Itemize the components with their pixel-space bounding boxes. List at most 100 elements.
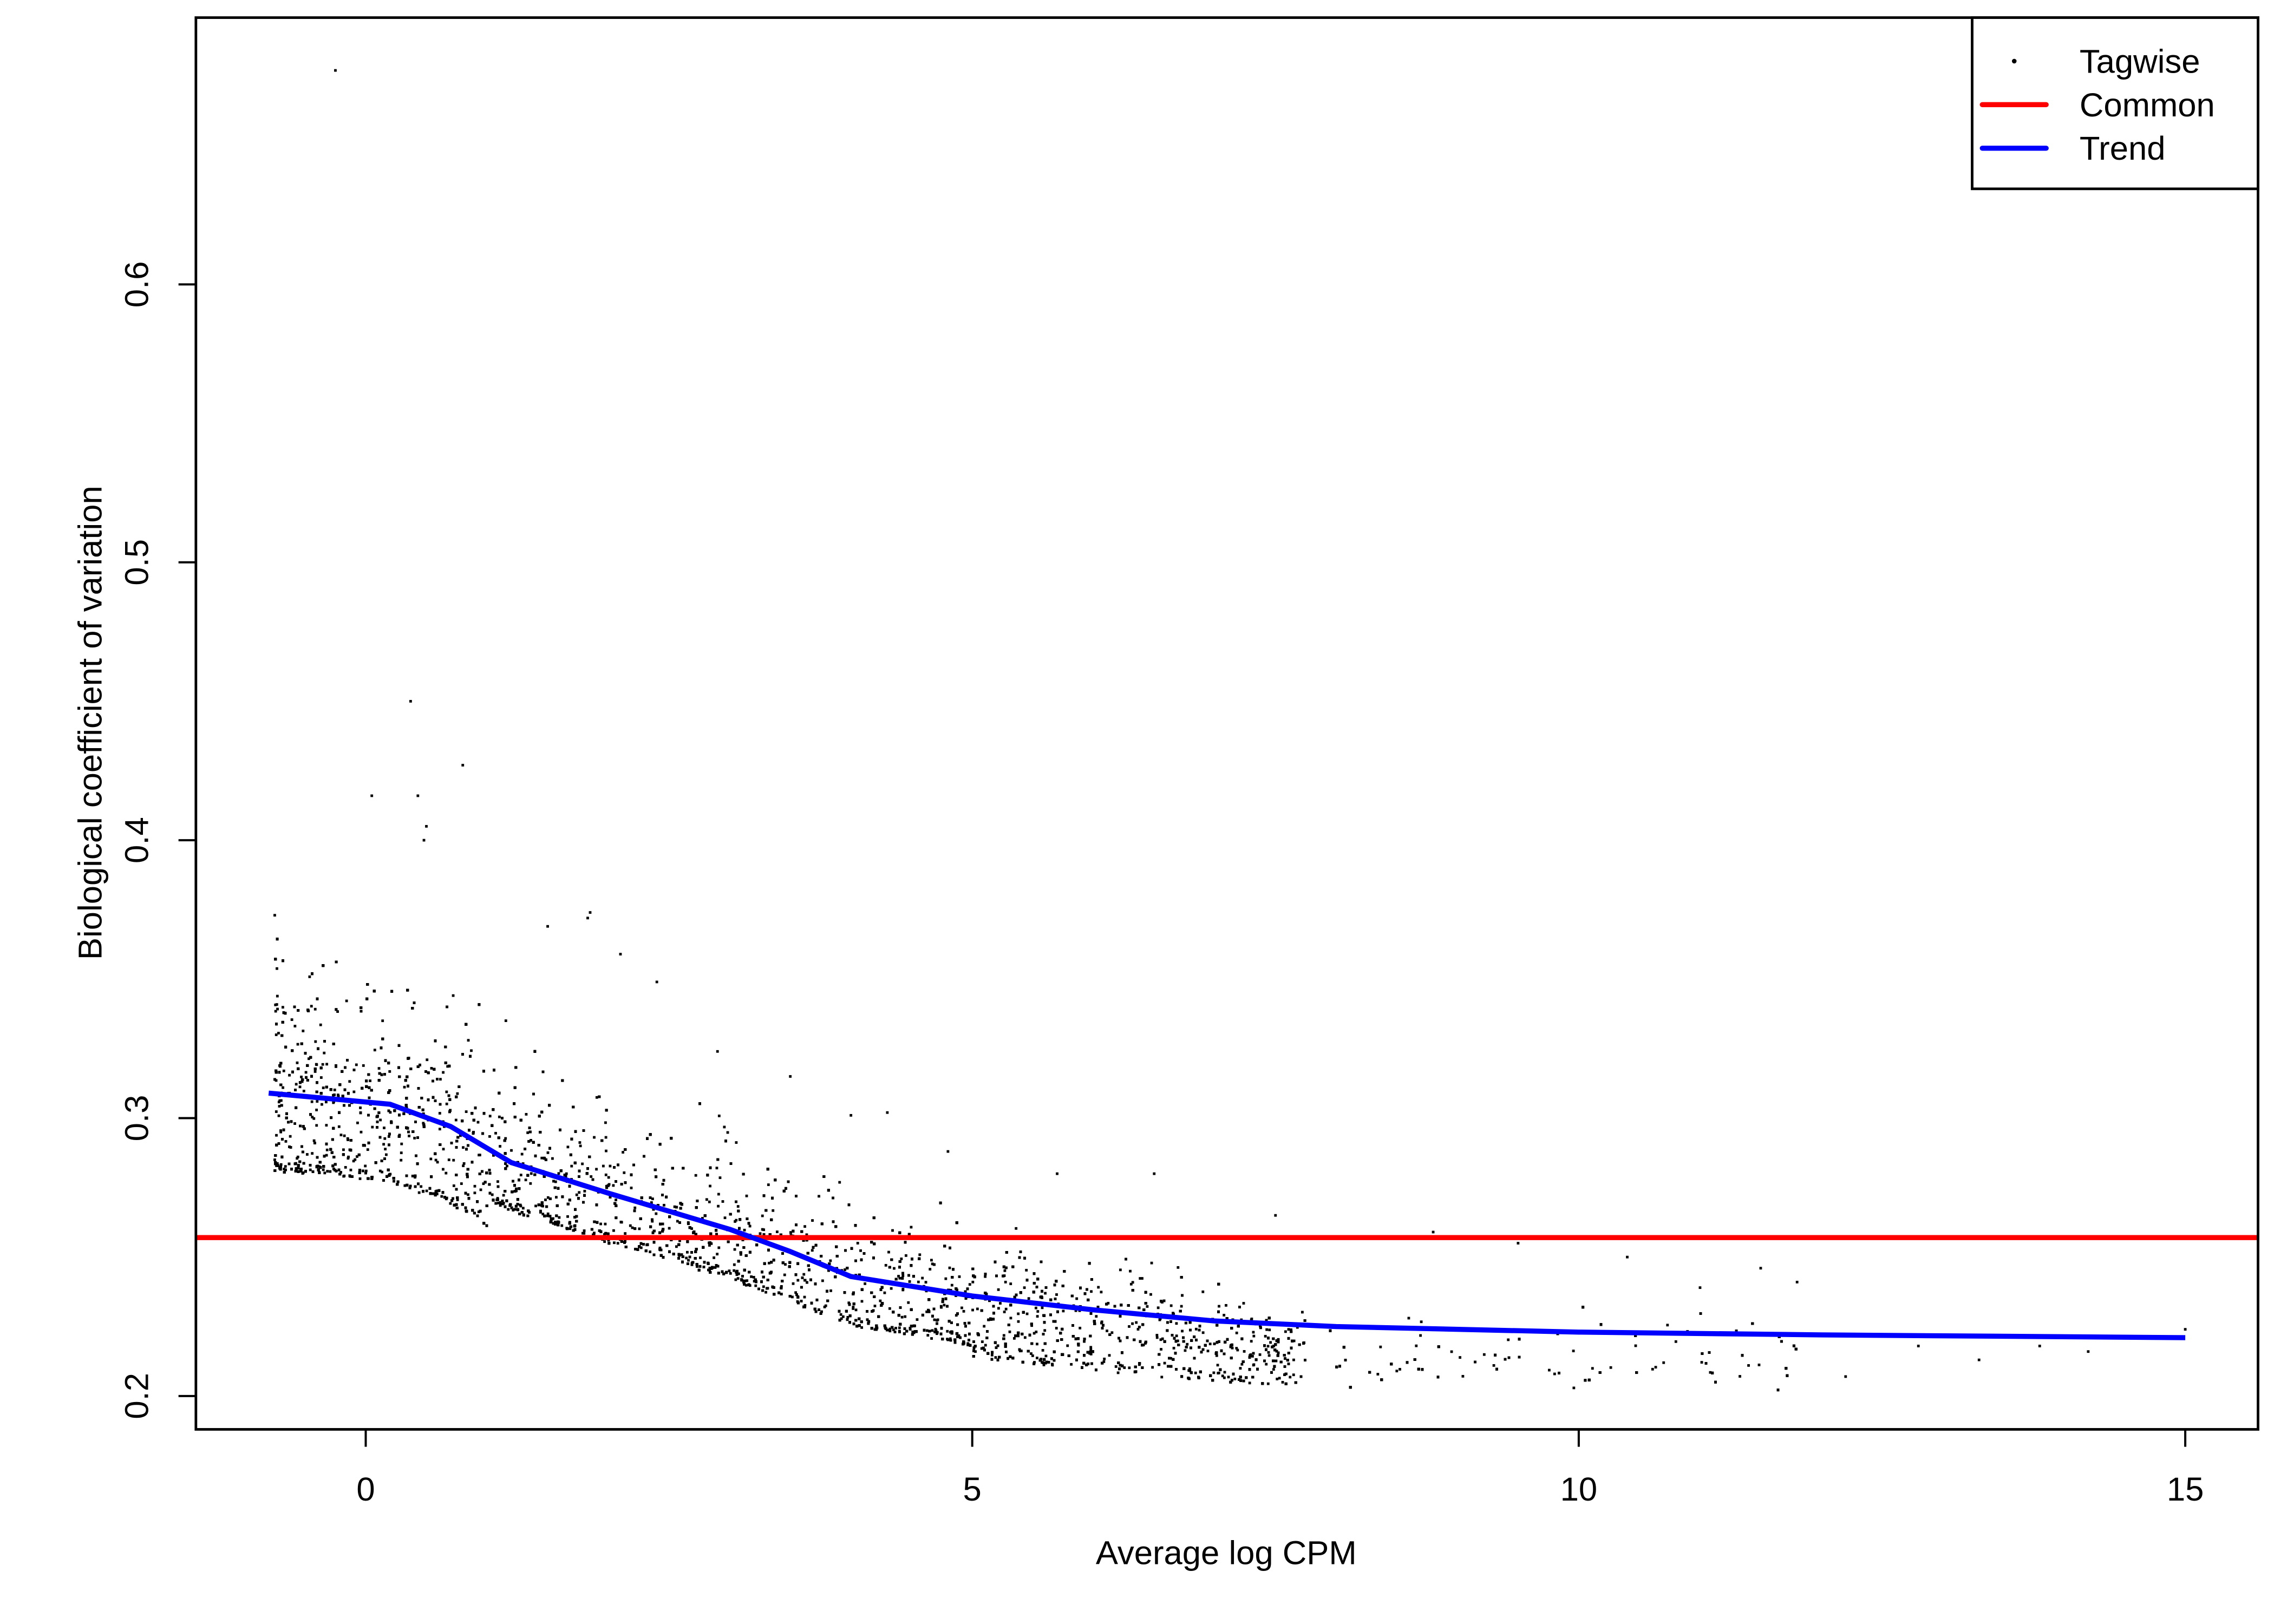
- tagwise-point: [879, 1299, 882, 1302]
- tagwise-point: [465, 1110, 468, 1114]
- tagwise-point: [491, 1193, 494, 1196]
- tagwise-point: [343, 1174, 346, 1177]
- tagwise-point: [507, 1208, 510, 1211]
- tagwise-point: [551, 1157, 554, 1160]
- tagwise-point: [924, 1281, 927, 1284]
- tagwise-point: [893, 1267, 896, 1270]
- tagwise-point: [1100, 1291, 1103, 1294]
- tagwise-point: [323, 1171, 326, 1175]
- tagwise-point: [934, 1327, 937, 1331]
- tagwise-point: [1159, 1338, 1162, 1341]
- tagwise-point: [901, 1287, 905, 1291]
- tagwise-point: [1287, 1328, 1290, 1331]
- tagwise-point: [847, 1301, 851, 1305]
- tagwise-point: [313, 1007, 317, 1011]
- tagwise-point: [342, 1148, 345, 1151]
- tagwise-point: [313, 1070, 317, 1073]
- tagwise-point: [1034, 1306, 1037, 1309]
- tagwise-point: [1025, 1268, 1028, 1272]
- tagwise-point: [1225, 1304, 1227, 1307]
- tagwise-point: [439, 1078, 442, 1081]
- tagwise-point: [566, 1215, 569, 1218]
- tagwise-point: [467, 1039, 470, 1042]
- tagwise-point: [1036, 1357, 1038, 1359]
- tagwise-point: [339, 1134, 343, 1136]
- tagwise-point: [1003, 1269, 1007, 1272]
- tagwise-point: [966, 1344, 970, 1346]
- tagwise-point: [1201, 1290, 1205, 1293]
- tagwise-point: [1128, 1325, 1131, 1328]
- tagwise-point: [442, 1148, 445, 1151]
- tagwise-point: [931, 1329, 934, 1332]
- tagwise-point: [1482, 1353, 1486, 1356]
- tagwise-point: [321, 1063, 324, 1066]
- tagwise-point: [990, 1353, 994, 1357]
- tagwise-point: [546, 1214, 549, 1217]
- tagwise-point: [311, 1116, 314, 1119]
- tagwise-point: [616, 1242, 619, 1245]
- tagwise-point: [775, 1230, 779, 1233]
- tagwise-point: [1041, 1348, 1044, 1352]
- tagwise-point: [1186, 1343, 1189, 1346]
- tagwise-point: [840, 1317, 843, 1320]
- tagwise-point: [1004, 1307, 1008, 1311]
- tagwise-point: [753, 1280, 756, 1283]
- tagwise-point: [440, 1195, 443, 1198]
- tagwise-point: [768, 1261, 770, 1265]
- tagwise-point: [400, 1158, 403, 1162]
- tagwise-point: [488, 1115, 492, 1118]
- tagwise-point: [686, 1250, 689, 1254]
- tagwise-point: [1007, 1357, 1010, 1360]
- tagwise-point: [566, 1145, 570, 1149]
- tagwise-point: [718, 1176, 722, 1180]
- tagwise-point: [337, 1125, 341, 1128]
- tagwise-point: [854, 1308, 858, 1312]
- tagwise-point: [943, 1304, 946, 1307]
- tagwise-point: [734, 1220, 737, 1223]
- tagwise-point: [356, 1121, 359, 1124]
- tagwise-point: [958, 1275, 961, 1278]
- tagwise-point: [852, 1306, 855, 1308]
- tagwise-point: [1194, 1327, 1198, 1331]
- tagwise-point: [1036, 1315, 1039, 1318]
- tagwise-point: [1033, 1332, 1036, 1335]
- tagwise-point: [1169, 1304, 1173, 1307]
- tagwise-point: [319, 1076, 323, 1079]
- tagwise-point: [1231, 1346, 1234, 1350]
- tagwise-point: [717, 1114, 721, 1117]
- tagwise-point: [708, 1200, 711, 1203]
- tagwise-point: [960, 1306, 963, 1309]
- tagwise-point: [930, 1337, 933, 1340]
- tagwise-point: [1070, 1363, 1073, 1366]
- tagwise-point: [752, 1275, 755, 1279]
- tagwise-points: [273, 69, 2187, 1392]
- tagwise-point: [1131, 1281, 1134, 1284]
- tagwise-point: [803, 1304, 807, 1307]
- tagwise-point: [615, 1199, 617, 1201]
- tagwise-point: [1235, 1347, 1238, 1350]
- tagwise-point: [1278, 1377, 1281, 1380]
- tagwise-point: [1169, 1357, 1173, 1360]
- tagwise-point: [452, 994, 455, 997]
- tagwise-point: [373, 1049, 376, 1052]
- tagwise-point: [1181, 1330, 1184, 1333]
- tagwise-point: [583, 1229, 586, 1232]
- tagwise-point: [829, 1259, 832, 1262]
- tagwise-point: [1233, 1377, 1237, 1380]
- tagwise-point: [298, 1085, 302, 1089]
- tagwise-point: [723, 1125, 726, 1129]
- tagwise-point: [1156, 1306, 1160, 1309]
- tagwise-point: [846, 1316, 850, 1319]
- tagwise-point: [583, 1232, 586, 1235]
- tagwise-point: [430, 1067, 433, 1070]
- tagwise-point: [579, 1144, 582, 1148]
- tagwise-point: [734, 1278, 737, 1281]
- tagwise-point: [557, 1172, 560, 1175]
- tagwise-point: [296, 1155, 299, 1158]
- tagwise-point: [496, 1197, 499, 1200]
- tagwise-point: [570, 1164, 573, 1168]
- tagwise-point: [604, 1136, 607, 1139]
- tagwise-point: [1158, 1318, 1161, 1321]
- tagwise-point: [1379, 1345, 1382, 1348]
- tagwise-point: [1248, 1381, 1251, 1385]
